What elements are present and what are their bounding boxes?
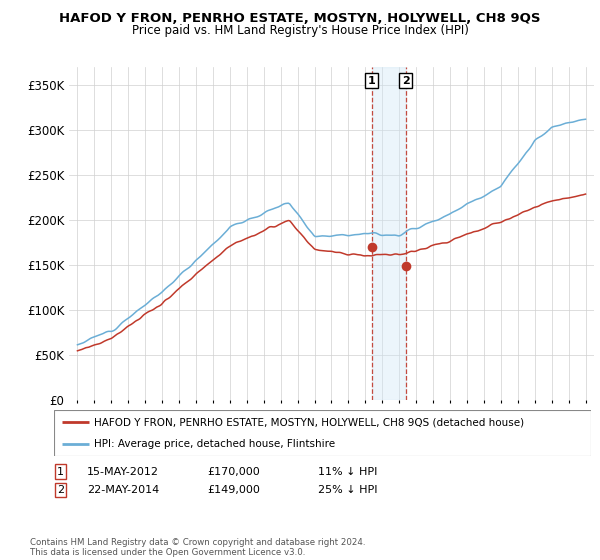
- Text: 25% ↓ HPI: 25% ↓ HPI: [318, 485, 377, 495]
- Text: 11% ↓ HPI: 11% ↓ HPI: [318, 466, 377, 477]
- Text: HAFOD Y FRON, PENRHO ESTATE, MOSTYN, HOLYWELL, CH8 9QS (detached house): HAFOD Y FRON, PENRHO ESTATE, MOSTYN, HOL…: [94, 417, 524, 427]
- Text: 2: 2: [57, 485, 64, 495]
- Text: Contains HM Land Registry data © Crown copyright and database right 2024.
This d: Contains HM Land Registry data © Crown c…: [30, 538, 365, 557]
- Text: 1: 1: [57, 466, 64, 477]
- Text: £170,000: £170,000: [207, 466, 260, 477]
- Text: Price paid vs. HM Land Registry's House Price Index (HPI): Price paid vs. HM Land Registry's House …: [131, 24, 469, 36]
- Text: 1: 1: [368, 76, 376, 86]
- Text: HAFOD Y FRON, PENRHO ESTATE, MOSTYN, HOLYWELL, CH8 9QS: HAFOD Y FRON, PENRHO ESTATE, MOSTYN, HOL…: [59, 12, 541, 25]
- Text: 2: 2: [402, 76, 410, 86]
- Text: HPI: Average price, detached house, Flintshire: HPI: Average price, detached house, Flin…: [94, 440, 335, 450]
- Bar: [371, 67, 406, 400]
- Text: 15-MAY-2012: 15-MAY-2012: [87, 466, 159, 477]
- Text: £149,000: £149,000: [207, 485, 260, 495]
- Text: 22-MAY-2014: 22-MAY-2014: [87, 485, 159, 495]
